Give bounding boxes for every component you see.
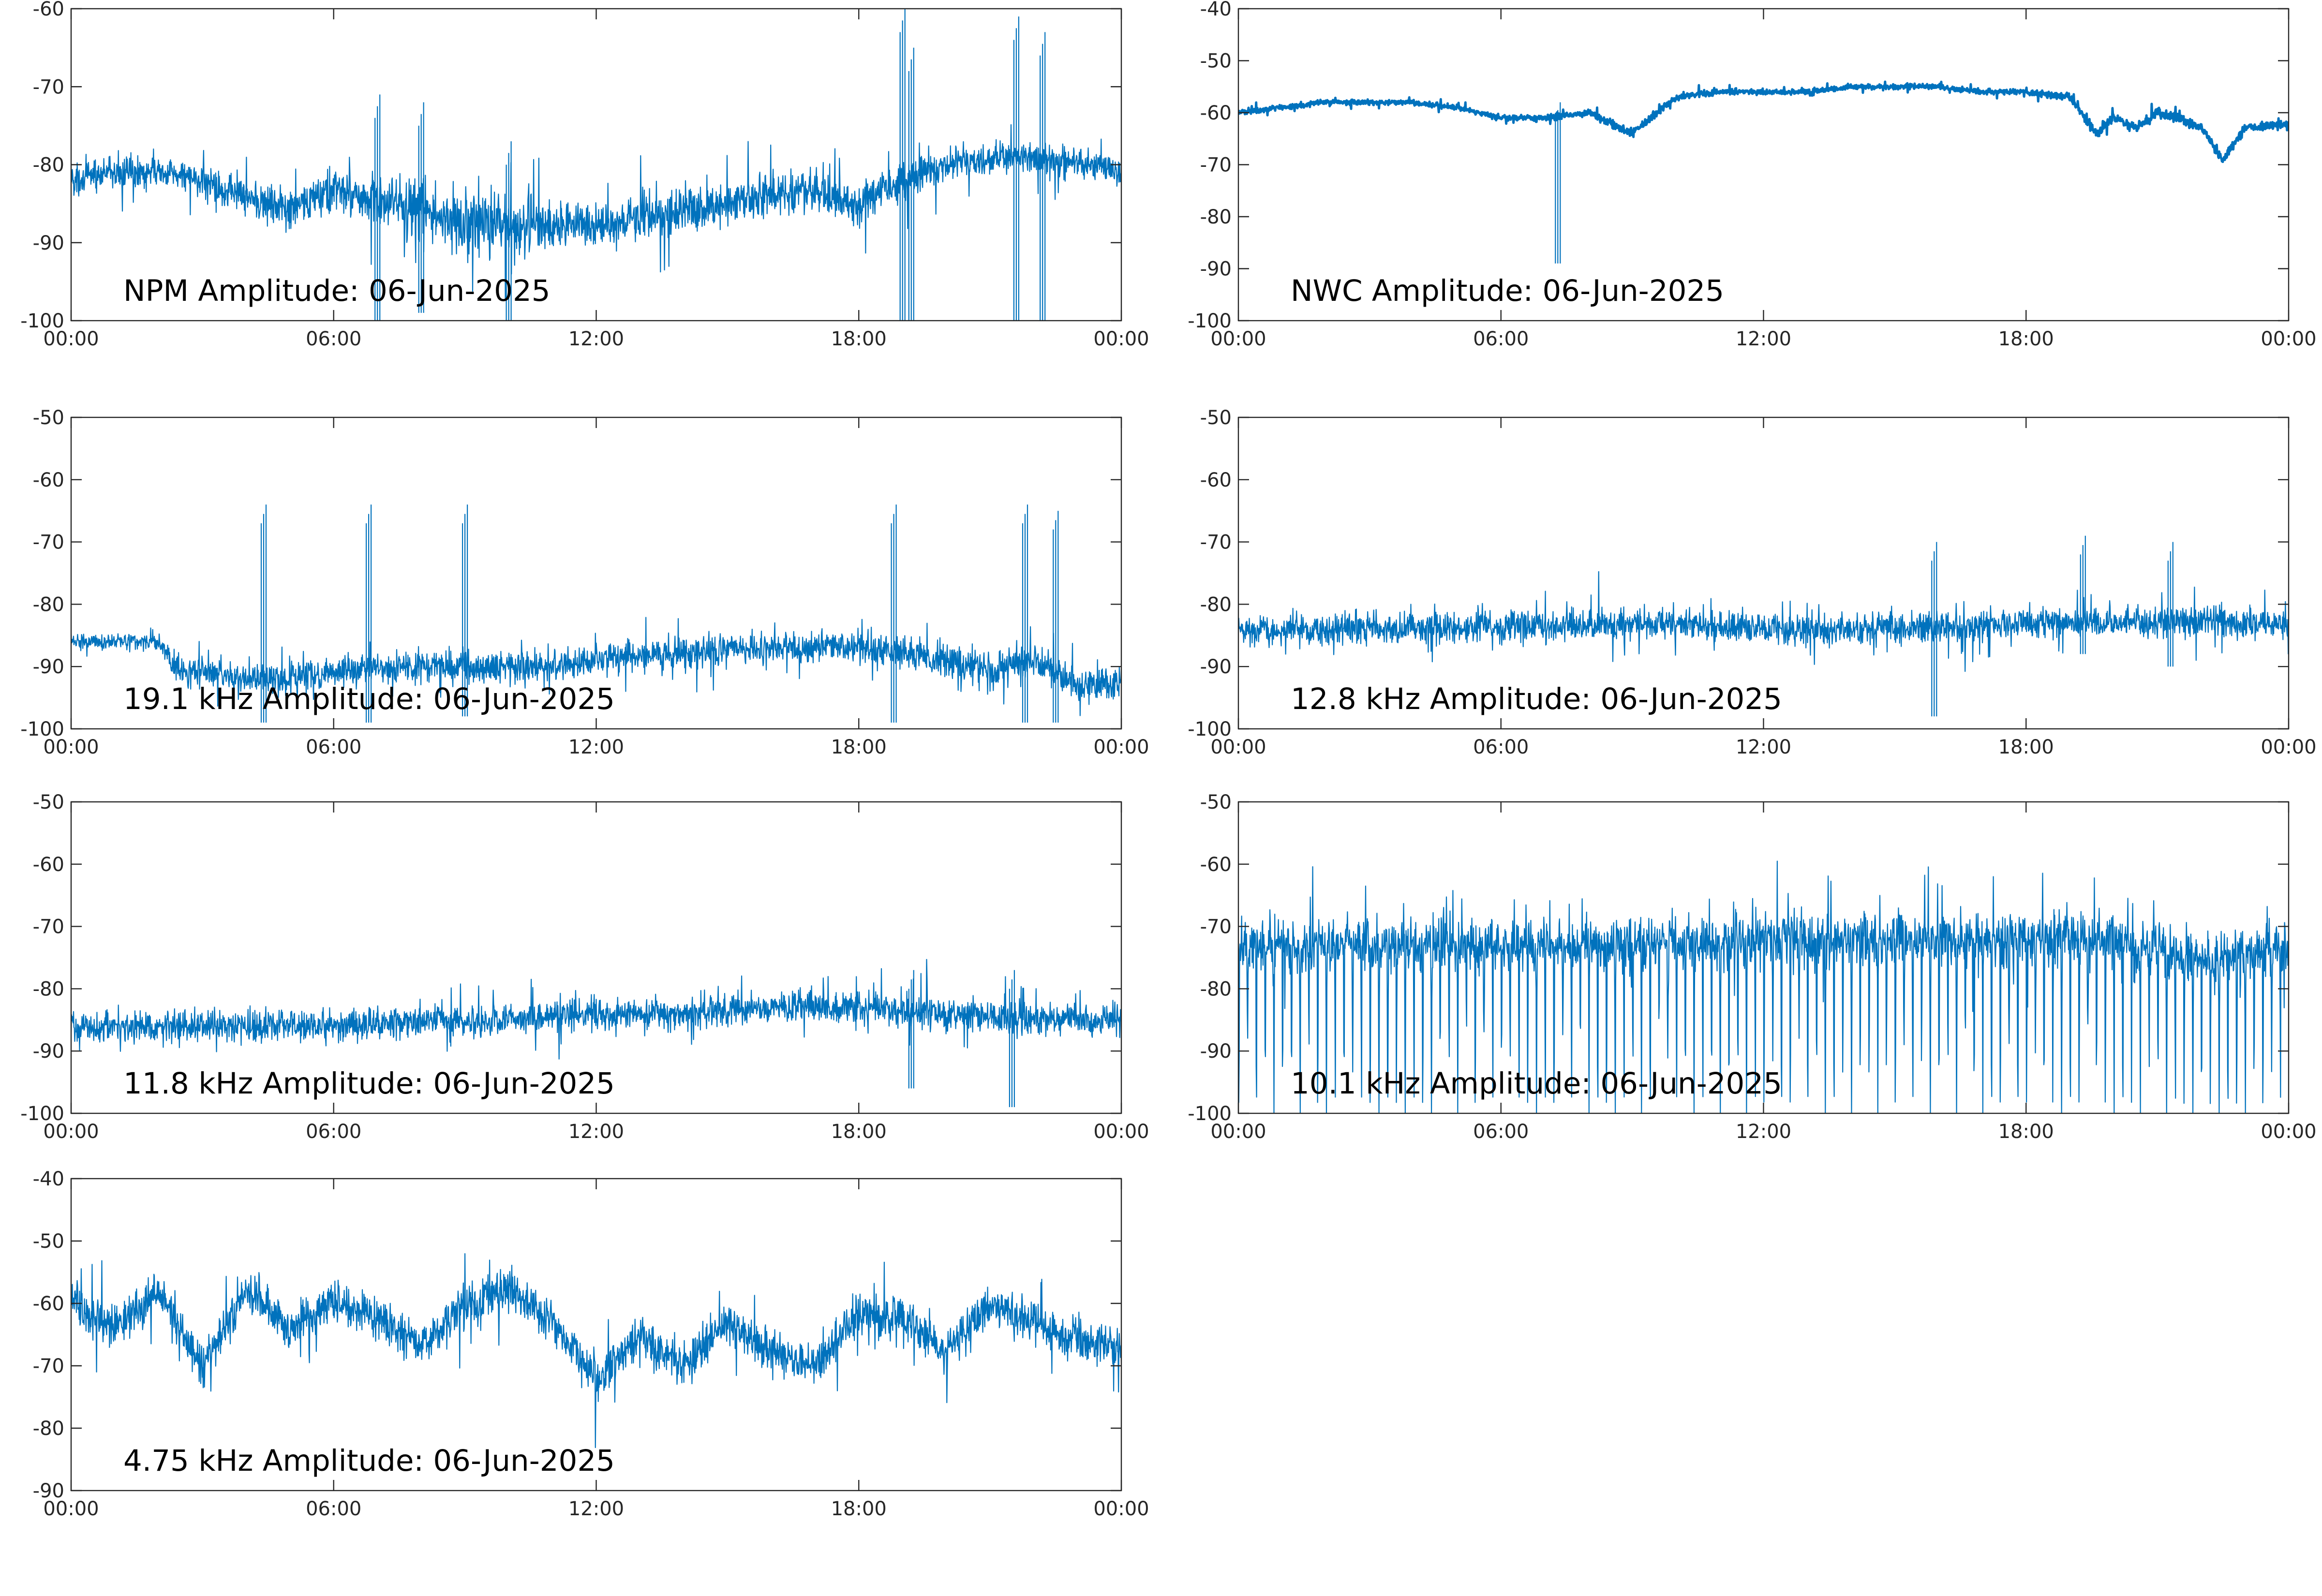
y-tick-label: -50 xyxy=(1200,791,1232,813)
y-tick-label: -60 xyxy=(33,1293,64,1315)
series-line xyxy=(1238,80,2289,163)
x-tick-label: 18:00 xyxy=(1998,1121,2054,1143)
x-tick-label: 00:00 xyxy=(43,1498,99,1520)
x-tick-label: 12:00 xyxy=(568,328,624,350)
chart-title: 4.75 kHz Amplitude: 06-Jun-2025 xyxy=(123,1444,615,1478)
y-tick-label: -60 xyxy=(33,0,64,20)
chart-title: 10.1 kHz Amplitude: 06-Jun-2025 xyxy=(1291,1066,1782,1101)
chart-panel-4: -100 -90 -80 -70 -60 -50 00:00 06:00 12:00 18:00 0… xyxy=(1188,407,2316,758)
x-tick-label: 06:00 xyxy=(1473,1121,1529,1143)
x-tick-label: 12:00 xyxy=(568,736,624,758)
y-tick-label: -40 xyxy=(1200,0,1232,20)
y-tick-label: -100 xyxy=(1188,1103,1232,1125)
chart-panel-3: -100 -90 -80 -70 -60 -50 00:00 06:00 12:00 18:00 0… xyxy=(20,407,1149,758)
x-tick-label: 00:00 xyxy=(43,328,99,350)
x-tick-label: 06:00 xyxy=(306,1121,361,1143)
y-tick-label: -100 xyxy=(20,718,64,740)
y-tick-label: -70 xyxy=(1200,154,1232,177)
y-tick-label: -50 xyxy=(1200,50,1232,73)
x-tick-label: 00:00 xyxy=(1093,328,1149,350)
y-tick-label: -50 xyxy=(33,791,64,813)
y-tick-label: -70 xyxy=(33,1355,64,1377)
y-tick-label: -70 xyxy=(33,532,64,554)
chart-title: 11.8 kHz Amplitude: 06-Jun-2025 xyxy=(123,1066,615,1101)
x-tick-label: 12:00 xyxy=(568,1498,624,1520)
y-tick-label: -50 xyxy=(33,1230,64,1253)
x-tick-label: 00:00 xyxy=(2261,1121,2316,1143)
chart-title: 12.8 kHz Amplitude: 06-Jun-2025 xyxy=(1291,682,1782,716)
y-tick-label: -80 xyxy=(1200,206,1232,228)
x-tick-label: 06:00 xyxy=(306,1498,361,1520)
chart-panel-7: -90 -80 -70 -60 -50 -40 00:00 06:00 12:00 18:00 00… xyxy=(33,1168,1149,1520)
x-tick-label: 06:00 xyxy=(1473,328,1529,350)
x-tick-label: 06:00 xyxy=(306,736,361,758)
y-tick-label: -70 xyxy=(1200,916,1232,938)
x-tick-label: 00:00 xyxy=(1210,1121,1266,1143)
y-tick-label: -60 xyxy=(33,469,64,491)
y-tick-label: -60 xyxy=(1200,469,1232,491)
y-tick-label: -60 xyxy=(33,854,64,876)
y-tick-label: -90 xyxy=(33,656,64,678)
y-tick-label: -100 xyxy=(1188,310,1232,332)
x-tick-label: 18:00 xyxy=(831,1498,887,1520)
y-tick-label: -50 xyxy=(1200,407,1232,429)
y-tick-label: -80 xyxy=(33,593,64,616)
y-tick-label: -90 xyxy=(1200,656,1232,678)
x-tick-label: 12:00 xyxy=(1736,1121,1791,1143)
y-tick-label: -60 xyxy=(1200,102,1232,124)
y-tick-label: -90 xyxy=(33,1480,64,1502)
y-tick-label: -80 xyxy=(33,154,64,177)
x-tick-label: 00:00 xyxy=(1210,328,1266,350)
y-tick-label: -60 xyxy=(1200,854,1232,876)
y-tick-label: -40 xyxy=(33,1168,64,1190)
series-line xyxy=(71,959,1121,1060)
y-tick-label: -90 xyxy=(33,232,64,254)
chart-panel-6: -100 -90 -80 -70 -60 -50 00:00 06:00 12:00 18:00 0… xyxy=(1188,791,2316,1143)
x-tick-label: 00:00 xyxy=(2261,328,2316,350)
y-tick-label: -70 xyxy=(33,916,64,938)
y-tick-label: -90 xyxy=(33,1040,64,1063)
y-tick-label: -70 xyxy=(33,76,64,98)
x-tick-label: 12:00 xyxy=(1736,328,1791,350)
x-tick-label: 00:00 xyxy=(1093,1498,1149,1520)
y-tick-label: -80 xyxy=(33,1418,64,1440)
chart-panel-5: -100 -90 -80 -70 -60 -50 00:00 06:00 12:00 18:00 0… xyxy=(20,791,1149,1143)
series-line xyxy=(1238,571,2289,672)
x-tick-label: 00:00 xyxy=(1093,736,1149,758)
x-tick-label: 18:00 xyxy=(831,1121,887,1143)
y-tick-label: -80 xyxy=(1200,593,1232,616)
chart-panel-1: -100 -90 -80 -70 -60 00:00 06:00 12:00 18:00 00:0… xyxy=(20,0,1149,350)
x-tick-label: 18:00 xyxy=(1998,736,2054,758)
x-tick-label: 00:00 xyxy=(1210,736,1266,758)
series-line xyxy=(71,124,1121,299)
y-tick-label: -90 xyxy=(1200,258,1232,281)
y-tick-label: -100 xyxy=(20,310,64,332)
x-tick-label: 00:00 xyxy=(2261,736,2316,758)
series-line xyxy=(71,617,1121,716)
x-tick-label: 00:00 xyxy=(1093,1121,1149,1143)
x-tick-label: 18:00 xyxy=(831,736,887,758)
x-tick-label: 00:00 xyxy=(43,1121,99,1143)
y-tick-label: -90 xyxy=(1200,1040,1232,1063)
x-tick-label: 12:00 xyxy=(568,1121,624,1143)
y-tick-label: -50 xyxy=(33,407,64,429)
chart-panel-2: -100 -90 -80 -70 -60 -50 -40 00:00 06:00 12:00 18:… xyxy=(1188,0,2316,350)
chart-title: 19.1 kHz Amplitude: 06-Jun-2025 xyxy=(123,682,615,716)
y-tick-label: -100 xyxy=(1188,718,1232,740)
y-tick-label: -70 xyxy=(1200,532,1232,554)
x-tick-label: 18:00 xyxy=(1998,328,2054,350)
y-tick-label: -80 xyxy=(1200,978,1232,1000)
x-tick-label: 06:00 xyxy=(1473,736,1529,758)
x-tick-label: 18:00 xyxy=(831,328,887,350)
y-tick-label: -100 xyxy=(20,1103,64,1125)
series-line xyxy=(71,1253,1121,1448)
series-line xyxy=(1238,860,2289,1113)
chart-title: NPM Amplitude: 06-Jun-2025 xyxy=(123,274,551,308)
x-tick-label: 12:00 xyxy=(1736,736,1791,758)
x-tick-label: 06:00 xyxy=(306,328,361,350)
x-tick-label: 00:00 xyxy=(43,736,99,758)
chart-title: NWC Amplitude: 06-Jun-2025 xyxy=(1291,274,1724,308)
y-tick-label: -80 xyxy=(33,978,64,1000)
